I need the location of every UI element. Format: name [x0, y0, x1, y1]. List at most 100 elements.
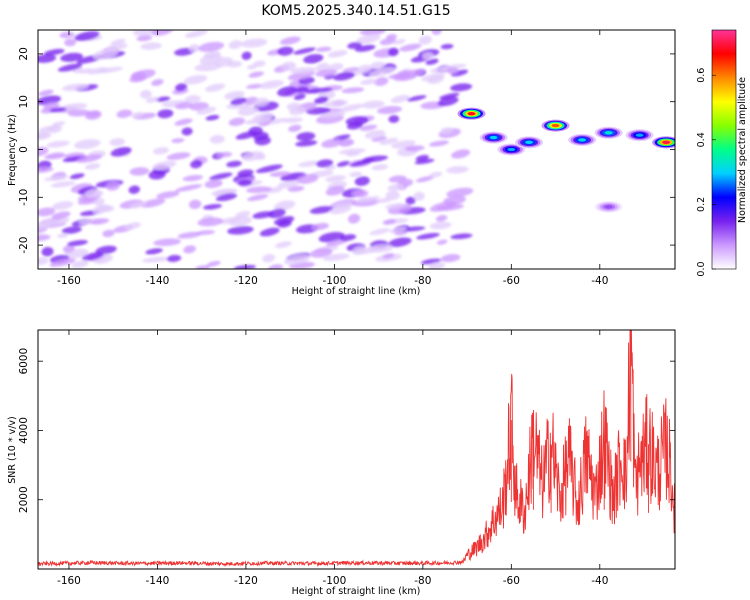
spectrogram-y-label: Frequency (Hz): [7, 114, 18, 186]
spectrogram-noise-blob: [204, 179, 223, 189]
spectrogram-noise-blob: [357, 64, 372, 74]
spectrogram-noise-blob: [451, 149, 471, 159]
spectrogram-noise-blob: [351, 189, 363, 197]
spectrogram-noise-blob: [379, 137, 399, 145]
spectrogram-noise-blob: [237, 179, 253, 187]
spectrogram-noise-blob: [69, 173, 85, 180]
snr-x-tick-label: -40: [591, 575, 608, 587]
spectrogram-noise-blob: [41, 246, 54, 257]
spectrogram-noise-blob: [446, 67, 459, 75]
spectrogram-noise-blob: [50, 181, 76, 188]
spectrogram-noise-blob: [92, 206, 106, 215]
spectrogram-noise-blob: [195, 265, 210, 269]
spectrogram-noise-blob: [60, 103, 88, 111]
spectrogram-noise-blob: [247, 194, 269, 202]
snr-x-label: Height of straight line (km): [292, 586, 421, 597]
spectrogram-noise-blob: [110, 38, 126, 45]
spectrogram-noise-blob: [382, 253, 395, 259]
spectrogram-noise-blob: [341, 87, 365, 94]
spectrogram-noise-blob: [429, 140, 449, 147]
spectrogram-noise-blob: [316, 159, 334, 168]
spectrogram-noise-blob: [131, 111, 144, 119]
spectrogram-noise-blob: [145, 248, 163, 255]
spectrogram-noise-blob: [329, 205, 352, 215]
spectrogram-noise-blob: [407, 95, 427, 102]
spectrogram-noise-blob: [38, 207, 56, 217]
spectrogram-noise-blob: [361, 100, 385, 109]
spectrogram-noise-blob: [413, 191, 425, 201]
spectrogram-noise-blob: [289, 106, 307, 116]
spectrogram-noise-blob: [235, 210, 251, 218]
spectrogram-noise-blob: [327, 50, 348, 58]
colorbar-axis: 0.0 0.2 0.4 0.6: [696, 68, 716, 277]
spectrogram-noise-blob: [435, 215, 448, 222]
spectrogram-noise-layer: [38, 30, 474, 269]
spectrogram-noise-blob: [388, 115, 400, 123]
spectrogram-noise-blob: [315, 46, 332, 52]
spectrogram-noise-blob: [450, 83, 473, 92]
spectrogram-noise-blob: [87, 67, 109, 75]
spectrogram-noise-blob: [325, 185, 345, 196]
snr-y-label: SNR (10 * v/v): [7, 416, 18, 484]
spectrogram-noise-blob: [206, 261, 221, 267]
snr-panel: -160 -140 -120 -100 -80 -60 -40 2000 4000 6000 H…: [7, 329, 676, 597]
spectrogram-noise-blob: [316, 62, 330, 72]
spectrogram-noise-blob: [255, 153, 266, 161]
spectrogram-x-tick-label: -160: [57, 275, 81, 287]
spectrogram-noise-blob: [145, 96, 159, 103]
spectrogram-noise-blob: [198, 41, 225, 52]
spectrogram-noise-blob: [399, 43, 422, 52]
spectrogram-noise-blob: [241, 38, 268, 48]
spectrogram-x-tick-label: -120: [234, 275, 258, 287]
spectrogram-noise-blob: [148, 170, 166, 180]
spectrogram-noise-blob: [282, 117, 304, 124]
spectrogram-noise-blob: [446, 166, 469, 174]
spectrogram-noise-blob: [52, 201, 74, 210]
spectrogram-noise-blob: [349, 171, 363, 177]
spectrogram-noise-blob: [227, 226, 254, 235]
spectrogram-x-tick-label: -40: [591, 275, 608, 287]
snr-x-tick-label: -80: [414, 575, 431, 587]
spectrogram-noise-blob: [151, 79, 164, 86]
spectrogram-noise-blob: [182, 175, 203, 182]
snr-y-axis: 2000 4000 6000: [18, 348, 675, 513]
spectrogram-noise-blob: [383, 219, 396, 225]
spectrogram-noise-blob: [287, 70, 315, 81]
snr-background: [38, 330, 675, 569]
spectrogram-noise-blob: [416, 232, 440, 240]
colorbar: 0.0 0.2 0.4 0.6 Normalized spectral amplitu…: [696, 29, 748, 277]
spectrogram-noise-blob: [183, 245, 196, 254]
spectrogram-noise-blob: [93, 197, 105, 206]
spectrogram-noise-blob: [304, 87, 333, 94]
spectrogram-noise-blob: [248, 126, 263, 136]
spectrogram-noise-blob: [184, 95, 201, 104]
spectrogram-noise-blob: [429, 221, 452, 230]
spectrogram-noise-blob: [38, 133, 52, 140]
colorbar-tick-label: 0.4: [696, 132, 707, 147]
spectrogram-noise-blob: [376, 105, 403, 115]
spectrogram-noise-blob: [328, 63, 344, 72]
spectrogram-noise-blob: [128, 185, 141, 194]
spectrogram-noise-blob: [124, 222, 141, 230]
spectrogram-noise-blob: [90, 218, 110, 225]
spectrogram-noise-blob: [338, 103, 365, 112]
spectrogram-signal-peak: [525, 140, 533, 145]
spectrogram-x-tick-label: -60: [503, 275, 520, 287]
spectrogram-noise-blob: [421, 73, 446, 82]
spectrogram-noise-blob: [155, 96, 171, 102]
spectrogram-noise-blob: [202, 203, 222, 210]
spectrogram-noise-blob: [273, 216, 295, 226]
spectrogram-noise-blob: [325, 175, 346, 183]
spectrogram-noise-blob: [347, 42, 362, 49]
spectrogram-x-axis: -160 -140 -120 -100 -80 -60 -40: [57, 30, 608, 287]
spectrogram-noise-blob: [188, 199, 202, 210]
spectrogram-noise-blob: [436, 203, 464, 211]
spectrogram-noise-blob: [136, 35, 153, 42]
spectrogram-noise-blob: [44, 48, 65, 56]
spectrogram-noise-blob: [152, 160, 177, 170]
spectrogram-noise-blob: [246, 64, 258, 70]
spectrogram-noise-blob: [298, 160, 320, 167]
spectrogram-noise-blob: [309, 206, 334, 214]
spectrogram-noise-blob: [425, 58, 439, 65]
